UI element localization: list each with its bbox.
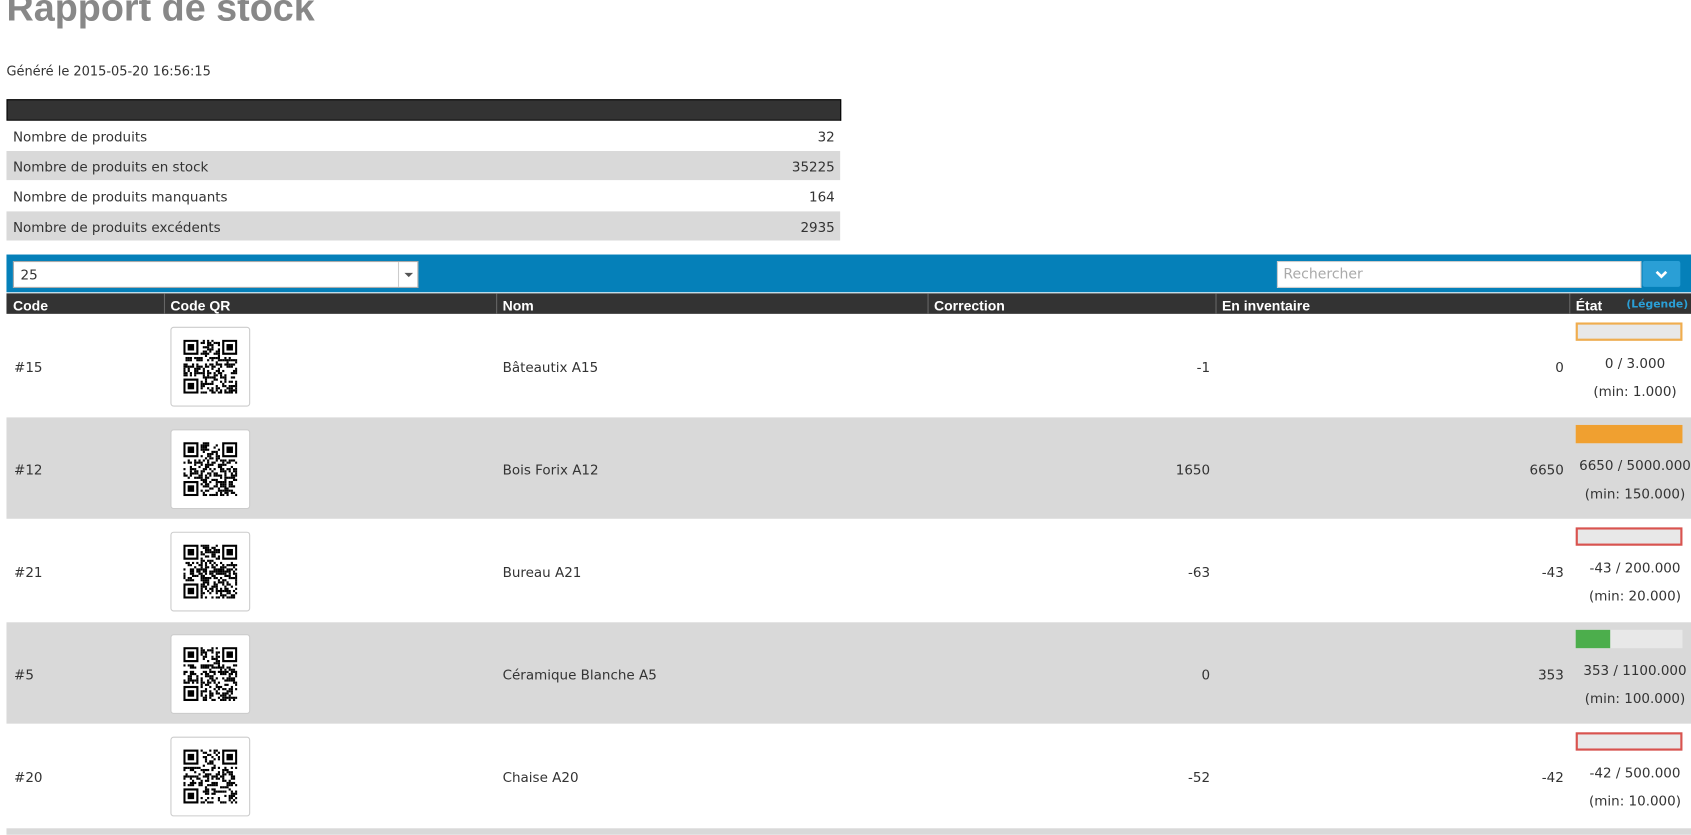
product-code: #20 (14, 768, 43, 786)
summary-label: Nombre de produits excédents (12, 218, 221, 236)
select-arrow (397, 262, 418, 287)
product-name: Chaise A20 (502, 768, 579, 786)
summary-row: Nombre de produits excédents 2935 (6, 211, 841, 241)
product-name: Céramique Blanche A5 (502, 666, 657, 683)
qr-image (183, 647, 238, 704)
column-header[interactable]: Correction (933, 297, 1005, 314)
stock-bar (1575, 527, 1683, 546)
stock-state: 6650 / 5000.000 (1579, 457, 1691, 474)
product-code: #5 (14, 666, 34, 683)
qr-frame (170, 326, 251, 407)
generated-date: Généré le 2015-05-20 16:56:15 (6, 63, 211, 79)
arrow-icon (404, 272, 414, 278)
qr-image (183, 339, 238, 397)
summary-row: Nombre de produits 32 (6, 120, 841, 150)
column-divider (1215, 293, 1217, 314)
inventory: 0 (1555, 359, 1564, 376)
column-divider (496, 293, 498, 314)
inventory: 6650 (1529, 461, 1564, 478)
inventory: 353 (1538, 666, 1564, 683)
table-row: #12 Bois Forix A12 1650 6650 6650 / 5000.000… (6, 417, 1691, 519)
correction: 0 (1201, 666, 1211, 683)
summary-label: Nombre de produits (12, 128, 148, 145)
page-title: Rapport de stock (6, 0, 315, 30)
qr-frame (170, 531, 251, 612)
summary-row: Nombre de produits manquants 164 (6, 181, 841, 211)
stock-bar-fill (1575, 629, 1610, 649)
product-name: Bâteautix A15 (502, 359, 599, 376)
legend-link[interactable]: (Légende) (1626, 298, 1689, 311)
column-divider (1569, 293, 1571, 314)
stock-min: (min: 150.000) (1584, 485, 1686, 502)
stock-state: -42 / 500.000 (1589, 764, 1681, 781)
stock-bar (1575, 424, 1683, 444)
stock-state: 353 / 1100.000 (1583, 662, 1687, 679)
product-code: #21 (14, 564, 43, 581)
stock-min: (min: 20.000) (1589, 587, 1681, 604)
stock-bar (1575, 322, 1683, 341)
column-header[interactable]: Code (12, 297, 48, 314)
summary-value: 35225 (791, 158, 835, 175)
stock-bar-fill (1575, 424, 1683, 444)
summary-row: Nombre de produits en stock 35225 (6, 150, 841, 181)
qr-frame (170, 736, 251, 817)
summary-header (6, 99, 842, 121)
column-divider (927, 293, 929, 314)
inventory: -42 (1541, 768, 1564, 786)
qr-code (183, 749, 238, 804)
table-header (6, 293, 1691, 314)
next-row (6, 828, 1691, 835)
qr-image (183, 544, 238, 602)
qr-frame (170, 429, 251, 510)
chevron-icon (1655, 270, 1668, 279)
product-code: #15 (14, 359, 43, 376)
stock-min: (min: 100.000) (1584, 690, 1686, 707)
table-row: #5 Céramique Blanche A5 0 353 353 / 1100.000… (6, 622, 1691, 724)
summary-value: 2935 (800, 218, 835, 236)
qr-image (183, 749, 238, 807)
summary-label: Nombre de produits en stock (12, 158, 209, 175)
correction: 1650 (1175, 461, 1211, 478)
qr-code (183, 647, 238, 702)
column-divider (163, 293, 166, 314)
qr-code (183, 442, 238, 497)
search-placeholder: Rechercher (1283, 266, 1363, 283)
summary-value: 32 (817, 128, 835, 145)
qr-frame (170, 634, 251, 714)
stock-bar (1575, 629, 1683, 649)
search-toggle[interactable] (1642, 260, 1681, 287)
table-row: #15 Bâteautix A15 -1 0 0 / 3.000 (min: 1.000) (6, 314, 1691, 417)
stock-min: (min: 1.000) (1593, 382, 1677, 400)
summary-label: Nombre de produits manquants (12, 188, 228, 205)
page-size-value: 25 (20, 266, 38, 283)
inventory: -43 (1541, 564, 1564, 581)
product-name: Bois Forix A12 (502, 461, 599, 478)
correction: -1 (1196, 359, 1211, 376)
qr-code (183, 339, 238, 394)
correction: -63 (1188, 564, 1211, 581)
column-header[interactable]: En inventaire (1221, 297, 1310, 314)
qr-image (183, 442, 238, 499)
column-header[interactable]: Code QR (170, 297, 231, 314)
stock-bar (1575, 732, 1683, 751)
correction: -52 (1188, 768, 1211, 786)
product-name: Bureau A21 (502, 564, 582, 581)
stock-state: 0 / 3.000 (1604, 354, 1666, 372)
summary-value: 164 (809, 188, 835, 205)
column-header[interactable]: Nom (502, 297, 534, 314)
table-row: #21 Bureau A21 -63 -43 -43 / 200.000 (min: 20… (6, 519, 1691, 622)
search-input[interactable]: Rechercher (1276, 260, 1642, 288)
page-size-select[interactable]: 25 (12, 260, 419, 288)
qr-code (183, 544, 238, 599)
stock-min: (min: 10.000) (1589, 792, 1681, 809)
product-code: #12 (14, 461, 43, 478)
stock-state: -43 / 200.000 (1589, 559, 1681, 576)
table-row: #20 Chaise A20 -52 -42 -42 / 500.000 (min: 10… (6, 724, 1691, 827)
column-header[interactable]: État (1575, 297, 1603, 314)
